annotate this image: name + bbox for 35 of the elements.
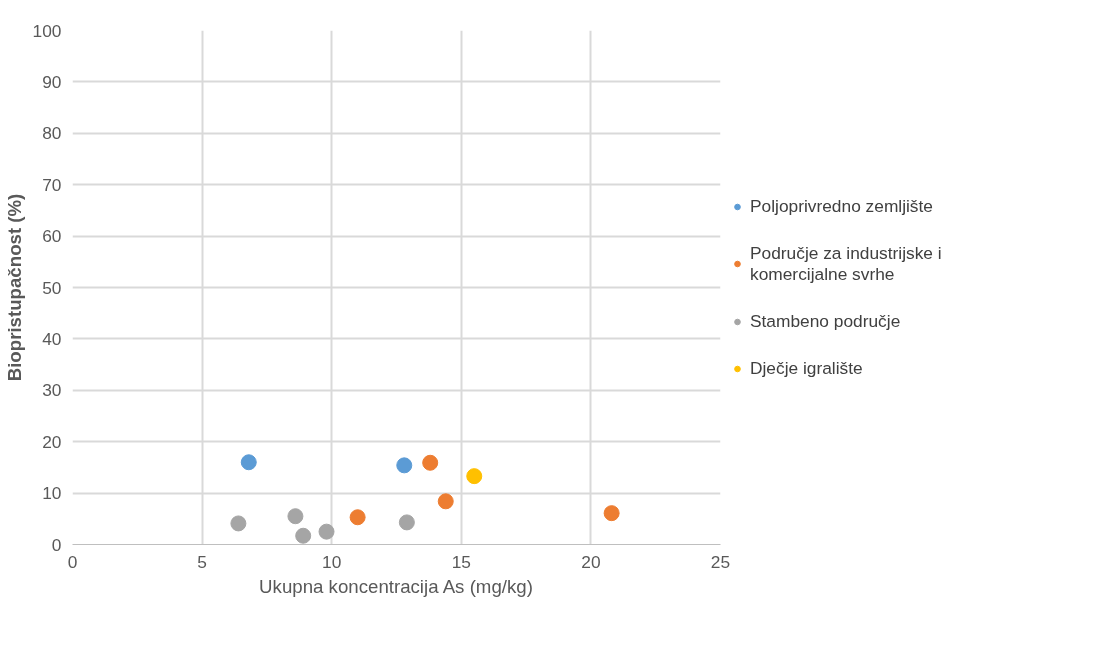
legend-label: Dječje igralište [750, 357, 863, 379]
point [466, 468, 483, 485]
x-tick-label: 10 [322, 551, 342, 572]
x-tick-label: 25 [710, 551, 731, 572]
x-tick-label: 5 [197, 551, 207, 572]
point [295, 527, 312, 544]
point [230, 515, 247, 532]
legend-label: Poljoprivredno zemljište [750, 195, 933, 217]
point [240, 454, 257, 471]
legend-label: Područje za industrijske i komercijalne svrhe [750, 242, 942, 285]
x-tick-label: 0 [67, 551, 78, 572]
y-tick-label: 80 [42, 123, 62, 144]
x-tick-label: 15 [451, 551, 471, 572]
point [603, 505, 620, 522]
y-tick-label: 100 [32, 20, 62, 41]
point [349, 509, 366, 526]
point [287, 508, 304, 525]
x-axis-title: Ukupna koncentracija As (mg/kg) [259, 575, 533, 597]
y-tick-label: 0 [51, 534, 62, 555]
point [398, 514, 415, 531]
point [437, 493, 454, 510]
legend-label: Stambeno područje [750, 310, 901, 332]
x-tick-label: 20 [581, 551, 601, 572]
y-tick-label: 90 [42, 71, 62, 92]
point [318, 523, 335, 540]
y-tick-label: 40 [42, 328, 62, 349]
y-tick-label: 60 [42, 226, 62, 247]
point [422, 454, 439, 471]
y-tick-label: 10 [42, 483, 62, 504]
y-tick-label: 30 [42, 380, 62, 401]
y-axis-title: Biopristupačnost (%) [3, 193, 25, 382]
y-tick-label: 70 [42, 174, 62, 195]
y-tick-label: 50 [42, 277, 62, 298]
point [396, 457, 413, 474]
y-tick-label: 20 [42, 431, 62, 452]
